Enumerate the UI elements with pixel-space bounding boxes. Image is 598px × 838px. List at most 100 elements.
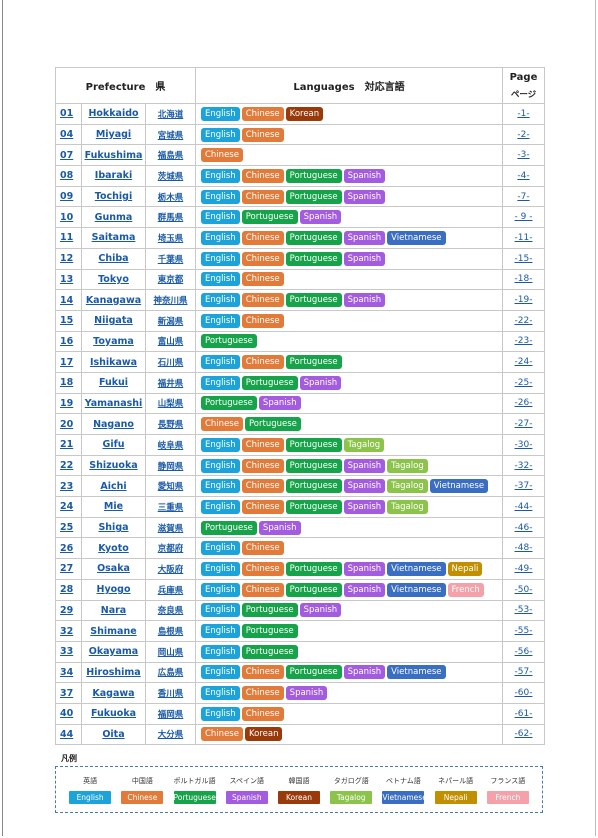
prefecture-name-ja[interactable]: 東京都 [145,268,196,291]
prefecture-code[interactable]: 18 [55,371,82,394]
prefecture-name-ja[interactable]: 福井県 [145,371,196,394]
page-link[interactable]: -22- [502,309,545,332]
prefecture-name[interactable]: Hiroshima [81,661,146,684]
page-link[interactable]: -48- [502,537,545,560]
prefecture-name-ja[interactable]: 兵庫県 [145,578,196,601]
prefecture-name[interactable]: Tochigi [81,185,146,208]
prefecture-name[interactable]: Hyogo [81,578,146,601]
prefecture-code[interactable]: 27 [55,558,82,580]
page-link[interactable]: -26- [502,392,545,415]
page-link[interactable]: -3- [502,144,545,167]
prefecture-name-ja[interactable]: 大分県 [145,723,196,746]
prefecture-name[interactable]: Oita [81,723,146,746]
prefecture-name[interactable]: Toyama [81,330,146,353]
page-link[interactable]: -11- [502,227,545,249]
prefecture-code[interactable]: 28 [55,578,82,601]
prefecture-name[interactable]: Mie [81,496,146,518]
prefecture-name[interactable]: Miyagi [81,123,146,146]
prefecture-name[interactable]: Nara [81,599,146,622]
prefecture-code[interactable]: 17 [55,351,82,373]
prefecture-name[interactable]: Okayama [81,640,146,663]
page-link[interactable]: -15- [502,247,545,270]
prefecture-name[interactable]: Hokkaido [81,103,146,125]
prefecture-name-ja[interactable]: 愛知県 [145,475,196,498]
prefecture-name[interactable]: Shizuoka [81,454,146,477]
prefecture-name-ja[interactable]: 滋賀県 [145,516,196,539]
prefecture-name[interactable]: Gifu [81,434,146,456]
page-link[interactable]: -23- [502,330,545,353]
prefecture-code[interactable]: 11 [55,227,82,249]
prefecture-code[interactable]: 16 [55,330,82,353]
prefecture-code[interactable]: 04 [55,123,82,146]
prefecture-name-ja[interactable]: 京都府 [145,537,196,560]
prefecture-code[interactable]: 13 [55,268,82,291]
prefecture-name-ja[interactable]: 長野県 [145,413,196,435]
prefecture-code[interactable]: 12 [55,247,82,270]
prefecture-name[interactable]: Osaka [81,558,146,580]
prefecture-name[interactable]: Fukushima [81,144,146,167]
prefecture-name-ja[interactable]: 広島県 [145,661,196,684]
page-link[interactable]: -60- [502,682,545,704]
prefecture-name-ja[interactable]: 神奈川県 [145,289,196,311]
prefecture-code[interactable]: 33 [55,640,82,663]
prefecture-name-ja[interactable]: 岐阜県 [145,434,196,456]
prefecture-code[interactable]: 44 [55,723,82,746]
prefecture-code[interactable]: 14 [55,289,82,311]
prefecture-code[interactable]: 20 [55,413,82,435]
prefecture-name-ja[interactable]: 山梨県 [145,392,196,415]
prefecture-code[interactable]: 40 [55,702,82,725]
prefecture-name[interactable]: Shimane [81,620,146,642]
prefecture-name[interactable]: Fukuoka [81,702,146,725]
prefecture-name[interactable]: Tokyo [81,268,146,291]
page-link[interactable]: -50- [502,578,545,601]
prefecture-name[interactable]: Kyoto [81,537,146,560]
page-link[interactable]: -7- [502,185,545,208]
page-link[interactable]: -18- [502,268,545,291]
prefecture-code[interactable]: 37 [55,682,82,704]
prefecture-name-ja[interactable]: 三重県 [145,496,196,518]
page-link[interactable]: -24- [502,351,545,373]
page-link[interactable]: -30- [502,434,545,456]
prefecture-name[interactable]: Yamanashi [81,392,146,415]
prefecture-code[interactable]: 01 [55,103,82,125]
prefecture-name-ja[interactable]: 宮城県 [145,123,196,146]
prefecture-name-ja[interactable]: 北海道 [145,103,196,125]
prefecture-name[interactable]: Chiba [81,247,146,270]
prefecture-code[interactable]: 34 [55,661,82,684]
prefecture-name-ja[interactable]: 埼玉県 [145,227,196,249]
prefecture-name[interactable]: Gunma [81,206,146,229]
page-link[interactable]: -62- [502,723,545,746]
prefecture-name[interactable]: Shiga [81,516,146,539]
prefecture-name[interactable]: Saitama [81,227,146,249]
prefecture-code[interactable]: 24 [55,496,82,518]
prefecture-code[interactable]: 25 [55,516,82,539]
prefecture-name-ja[interactable]: 群馬県 [145,206,196,229]
prefecture-name[interactable]: Ibaraki [81,165,146,187]
prefecture-name-ja[interactable]: 石川県 [145,351,196,373]
prefecture-code[interactable]: 23 [55,475,82,498]
prefecture-name[interactable]: Kanagawa [81,289,146,311]
prefecture-code[interactable]: 32 [55,620,82,642]
prefecture-name[interactable]: Fukui [81,371,146,394]
prefecture-name-ja[interactable]: 香川県 [145,682,196,704]
prefecture-code[interactable]: 07 [55,144,82,167]
page-link[interactable]: -37- [502,475,545,498]
prefecture-code[interactable]: 22 [55,454,82,477]
prefecture-code[interactable]: 21 [55,434,82,456]
prefecture-name[interactable]: Niigata [81,309,146,332]
page-link[interactable]: -49- [502,558,545,580]
prefecture-name-ja[interactable]: 静岡県 [145,454,196,477]
prefecture-name[interactable]: Aichi [81,475,146,498]
page-link[interactable]: -56- [502,640,545,663]
prefecture-name-ja[interactable]: 富山県 [145,330,196,353]
prefecture-name[interactable]: Ishikawa [81,351,146,373]
page-link[interactable]: - 9 - [502,206,545,229]
page-link[interactable]: -27- [502,413,545,435]
page-link[interactable]: -4- [502,165,545,187]
page-link[interactable]: -25- [502,371,545,394]
page-link[interactable]: -1- [502,103,545,125]
page-link[interactable]: -46- [502,516,545,539]
page-link[interactable]: -44- [502,496,545,518]
prefecture-code[interactable]: 08 [55,165,82,187]
page-link[interactable]: -2- [502,123,545,146]
